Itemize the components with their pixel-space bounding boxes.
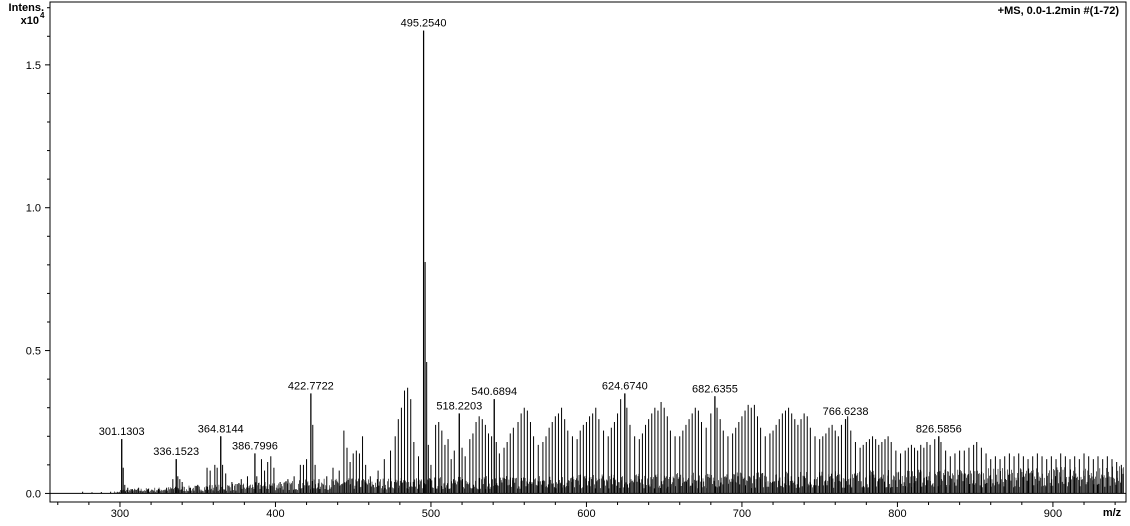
peak-label: 682.6355 (692, 383, 738, 395)
peak-sticks (82, 30, 1122, 494)
x-tick-label: 300 (111, 508, 129, 520)
y-axis-multiplier: x10 (21, 15, 39, 27)
x-tick-label: 800 (888, 508, 906, 520)
peak-label: 364.8144 (198, 423, 244, 435)
x-tick-label: 600 (577, 508, 595, 520)
peak-label: 624.6740 (602, 380, 648, 392)
y-axis: 0.0 0.5 1.0 1.5 (26, 7, 50, 500)
x-axis: 300 400 500 600 700 800 900 (57, 502, 1116, 520)
x-tick-label: 400 (266, 508, 284, 520)
peak-label: 386.7996 (232, 440, 278, 452)
y-tick-label: 1.5 (26, 60, 41, 72)
y-axis-multiplier-base: x10 (21, 15, 39, 27)
y-axis-title: Intens. (9, 2, 44, 14)
x-tick-label: 900 (1044, 508, 1062, 520)
plot-frame (49, 1, 1127, 503)
peak-label: 518.2203 (436, 400, 482, 412)
peak-label: 766.6238 (823, 406, 869, 418)
peak-label: 540.6894 (471, 386, 517, 398)
spectrum-header: +MS, 0.0-1.2min #(1-72) (998, 5, 1120, 17)
peak-label: 336.1523 (153, 446, 199, 458)
y-tick-label: 0.0 (26, 488, 41, 500)
y-tick-label: 1.0 (26, 203, 41, 215)
peak-labels: 301.1303 336.1523 364.8144 386.7996 422.7722… (99, 18, 962, 459)
peak-label: 495.2540 (401, 18, 447, 30)
peak-label: 826.5856 (916, 423, 962, 435)
peak-label: 422.7722 (288, 380, 334, 392)
x-axis-title: m/z (1103, 507, 1122, 519)
x-tick-label: 500 (422, 508, 440, 520)
x-tick-label: 700 (733, 508, 751, 520)
peak-label: 301.1303 (99, 426, 145, 438)
y-axis-multiplier-exponent: 4 (40, 11, 45, 20)
y-tick-label: 0.5 (26, 346, 41, 358)
